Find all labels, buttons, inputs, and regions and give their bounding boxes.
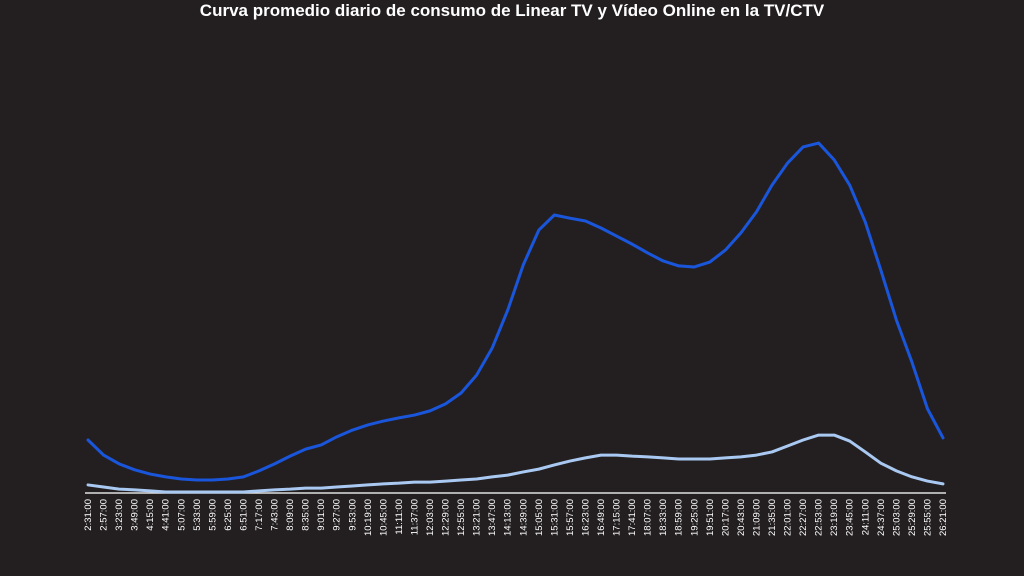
- x-tick-label: 11:11:00: [394, 499, 405, 535]
- x-tick-label: 22:27:00: [798, 499, 809, 536]
- x-tick-label: 6:25:00: [223, 499, 234, 531]
- x-tick-label: 14:13:00: [503, 499, 514, 536]
- x-tick-label: 2:31:00: [83, 499, 94, 531]
- x-tick-label: 7:17:00: [254, 499, 265, 531]
- x-tick-label: 9:01:00: [316, 499, 327, 531]
- x-tick-label: 17:15:00: [612, 499, 623, 536]
- x-tick-label: 13:47:00: [487, 499, 498, 536]
- x-tick-label: 16:23:00: [580, 499, 591, 536]
- x-tick-label: 7:43:00: [270, 499, 281, 531]
- x-tick-label: 25:29:00: [907, 499, 918, 536]
- x-tick-label: 15:05:00: [534, 499, 545, 536]
- x-tick-label: 10:19:00: [363, 499, 374, 536]
- x-tick-label: 6:51:00: [238, 499, 249, 531]
- x-tick-label: 5:59:00: [207, 499, 218, 531]
- x-tick-label: 15:57:00: [565, 499, 576, 536]
- x-tick-label: 8:35:00: [301, 499, 312, 531]
- x-tick-label: 18:59:00: [674, 499, 685, 536]
- x-tick-label: 18:33:00: [658, 499, 669, 536]
- x-tick-label: 20:43:00: [736, 499, 747, 536]
- x-tick-label: 18:07:00: [643, 499, 654, 536]
- chart-title: Curva promedio diario de consumo de Line…: [200, 1, 825, 20]
- x-tick-label: 12:03:00: [425, 499, 436, 536]
- x-tick-label: 11:37:00: [409, 499, 420, 535]
- x-tick-label: 15:31:00: [549, 499, 560, 536]
- x-tick-label: 12:29:00: [441, 499, 452, 536]
- x-tick-label: 4:15:00: [145, 499, 156, 531]
- x-tick-label: 2:57:00: [99, 499, 110, 531]
- x-tick-label: 19:51:00: [705, 499, 716, 536]
- x-tick-label: 22:53:00: [814, 499, 825, 536]
- x-tick-label: 5:07:00: [176, 499, 187, 531]
- x-tick-label: 26:21:00: [938, 499, 949, 536]
- x-tick-label: 23:19:00: [829, 499, 840, 536]
- x-tick-label: 14:39:00: [518, 499, 529, 536]
- x-tick-label: 21:09:00: [751, 499, 762, 536]
- x-tick-label: 24:11:00: [860, 499, 871, 535]
- x-tick-label: 3:23:00: [114, 499, 125, 531]
- x-tick-label: 5:33:00: [192, 499, 203, 531]
- x-tick-label: 20:17:00: [720, 499, 731, 536]
- x-tick-label: 24:37:00: [876, 499, 887, 536]
- x-tick-label: 3:49:00: [130, 499, 141, 531]
- x-tick-label: 4:41:00: [161, 499, 172, 531]
- series-line: [86, 433, 945, 494]
- series-line: [86, 141, 945, 482]
- x-tick-label: 19:25:00: [689, 499, 700, 536]
- x-tick-label: 25:55:00: [922, 499, 933, 536]
- x-tick-label: 8:09:00: [285, 499, 296, 531]
- x-tick-label: 22:01:00: [783, 499, 794, 536]
- x-tick-label: 23:45:00: [845, 499, 856, 536]
- x-tick-label: 9:53:00: [347, 499, 358, 531]
- x-tick-label: 10:45:00: [378, 499, 389, 536]
- x-tick-label: 13:21:00: [472, 499, 483, 536]
- x-tick-label: 16:49:00: [596, 499, 607, 536]
- x-tick-label: 17:41:00: [627, 499, 638, 536]
- x-tick-label: 25:03:00: [891, 499, 902, 536]
- x-tick-label: 21:35:00: [767, 499, 778, 536]
- x-tick-label: 12:55:00: [456, 499, 467, 536]
- x-tick-label: 9:27:00: [332, 499, 343, 531]
